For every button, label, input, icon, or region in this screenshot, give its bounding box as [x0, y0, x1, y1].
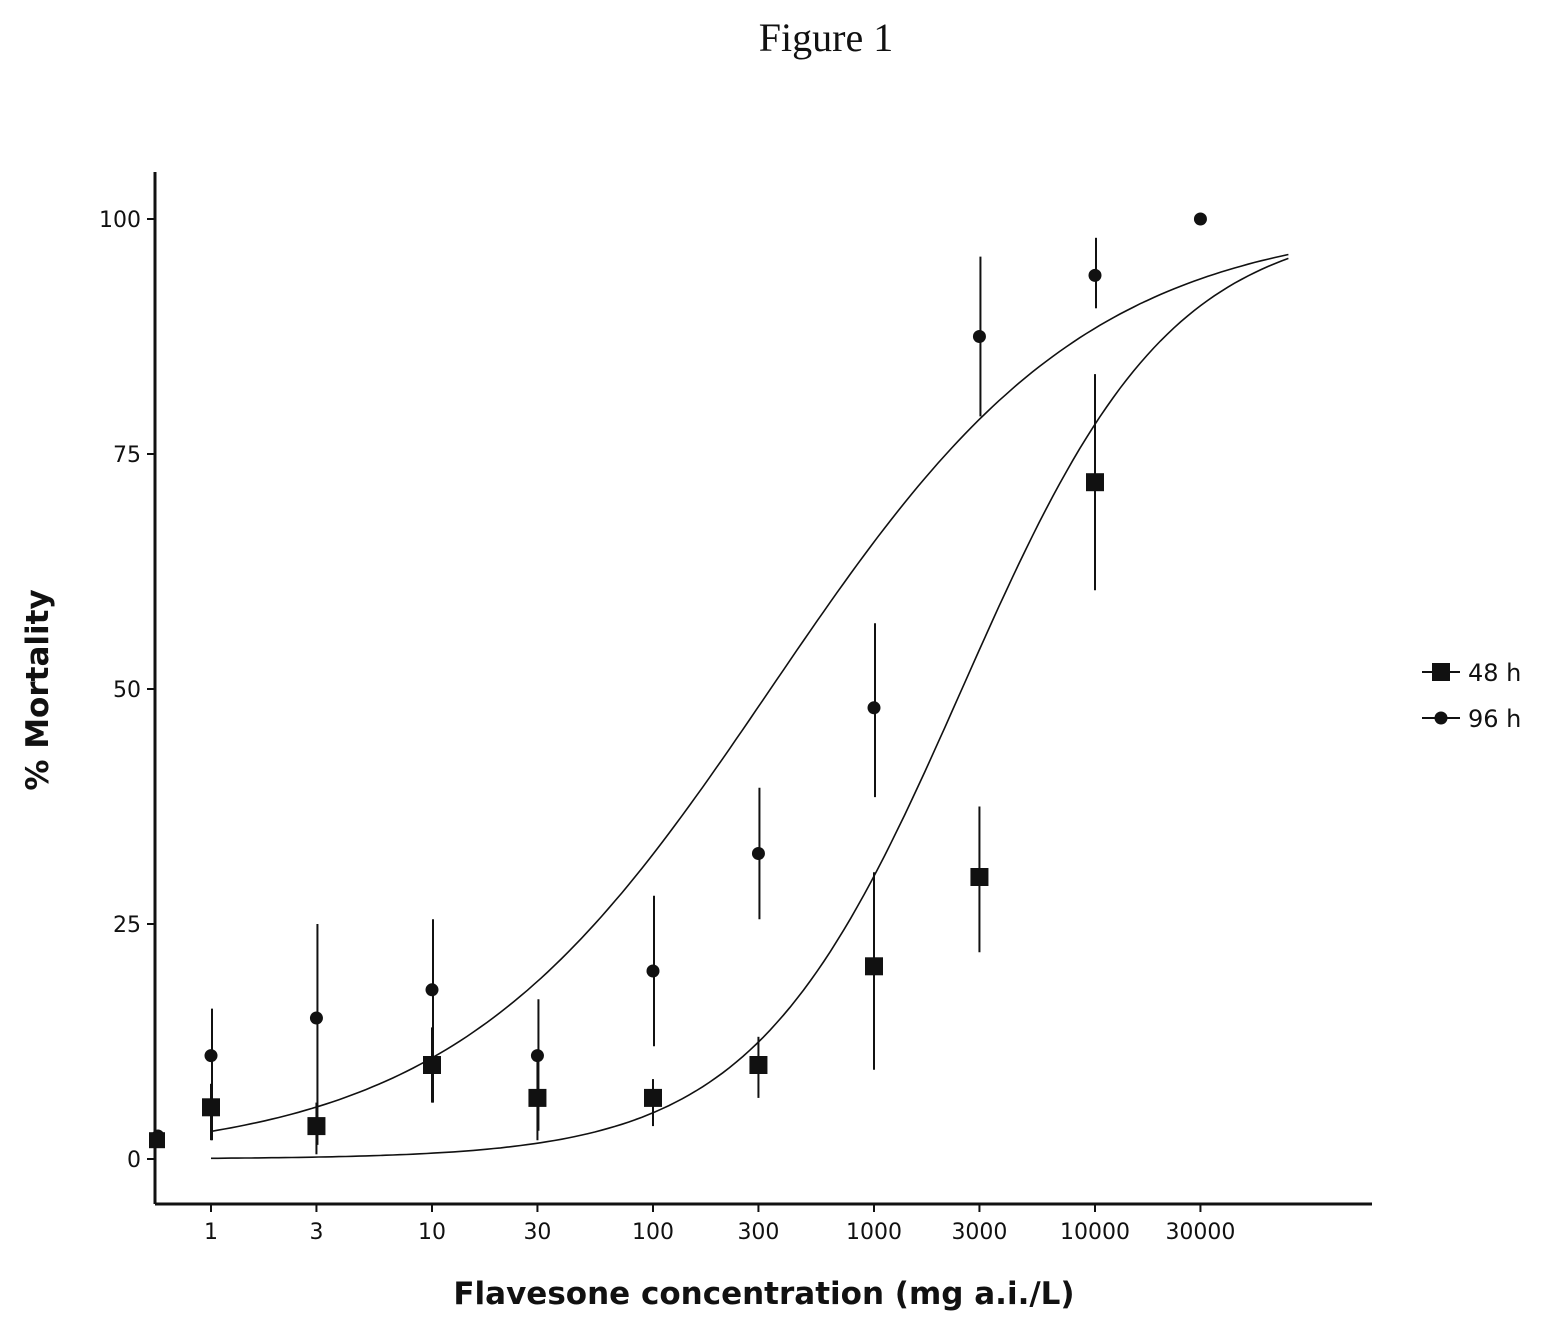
x-tick-label: 300: [737, 1220, 779, 1245]
data-points-layer: [149, 212, 1207, 1149]
error-bars-layer: [210, 237, 1097, 1155]
data-point-96h: [972, 330, 986, 343]
data-point-96h: [204, 1049, 218, 1063]
x-tick-label: 10: [418, 1220, 446, 1245]
data-point-48h: [644, 1088, 662, 1107]
data-point-48h: [423, 1056, 441, 1074]
x-tick-label: 10000: [1060, 1220, 1130, 1245]
data-point-48h: [202, 1098, 220, 1117]
data-point-96h: [1193, 212, 1207, 226]
x-tick-label: 1: [204, 1220, 218, 1245]
y-tick-label: 0: [127, 1148, 141, 1173]
x-axis-title: Flavesone concentration (mg a.i./L): [453, 1276, 1074, 1312]
x-tick-label: 3: [309, 1220, 323, 1245]
axes-layer: [153, 172, 1372, 1206]
fit-curve-96h: [210, 253, 1289, 1133]
x-tick-label: 30: [523, 1220, 551, 1245]
legend-circle-marker: [1434, 711, 1448, 725]
data-point-48h: [528, 1088, 547, 1107]
data-point-96h: [646, 964, 660, 978]
y-tick-label: 50: [113, 678, 141, 703]
x-tick-label: 30000: [1165, 1220, 1235, 1245]
legend-label-96h: 96 h: [1468, 705, 1521, 733]
y-tick-label: 75: [113, 443, 141, 468]
data-point-48h: [307, 1117, 326, 1136]
x-tick-label: 1000: [846, 1220, 902, 1245]
data-point-96h: [751, 847, 765, 860]
legend: 48 h 96 h: [1422, 659, 1521, 733]
y-tick-label: 25: [113, 913, 141, 938]
x-tick-label: 100: [632, 1220, 674, 1245]
data-point-48h: [749, 1056, 768, 1074]
legend-square-marker: [1432, 663, 1450, 681]
x-tick-label: 3000: [951, 1220, 1007, 1245]
fit-curve-48h: [211, 257, 1289, 1160]
data-point-48h: [865, 957, 883, 976]
data-point-96h: [867, 701, 881, 715]
figure-title: Figure 1: [758, 15, 894, 60]
data-point-48h: [970, 868, 989, 886]
legend-label-48h: 48 h: [1468, 659, 1521, 687]
y-tick-label: 100: [99, 208, 141, 233]
data-point-48h: [1086, 473, 1104, 492]
data-point-96h: [530, 1049, 544, 1063]
y-axis-title: % Mortality: [20, 589, 56, 790]
data-point-96h: [425, 983, 439, 997]
data-point-96h: [309, 1011, 323, 1025]
data-point-96h: [1088, 268, 1102, 282]
ticks-layer: 1 3 10 30 100 300 1000 3000 10000 30000 0 25 50 75 100: [99, 208, 1235, 1245]
control-point-48h: [149, 1132, 165, 1149]
fit-curves-layer: [210, 253, 1289, 1160]
